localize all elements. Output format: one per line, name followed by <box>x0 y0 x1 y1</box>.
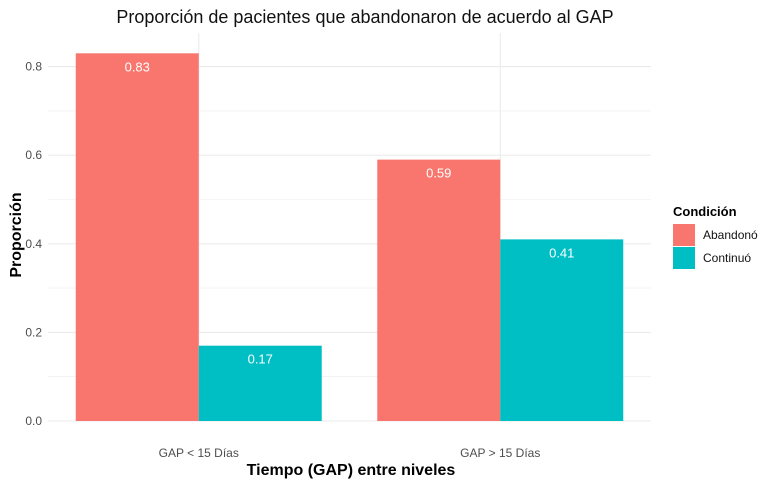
bar-value-label: 0.59 <box>426 166 451 181</box>
y-tick-label: 0.0 <box>25 414 42 428</box>
bar-value-label: 0.17 <box>248 352 273 367</box>
x-tick-label: GAP < 15 Días <box>159 446 239 460</box>
legend-label: Abandonó <box>703 228 758 242</box>
bar-continuo-1 <box>198 345 322 421</box>
legend: Condición Abandonó Continuó <box>673 204 758 269</box>
bar-labels: 0.83 0.59 0.17 0.41 <box>125 59 575 366</box>
y-tick-label: 0.4 <box>25 237 42 251</box>
bar-value-label: 0.41 <box>549 245 574 260</box>
bar-abandono-2 <box>377 159 501 421</box>
x-axis-ticks: GAP < 15 Días GAP > 15 Días <box>159 446 541 460</box>
bar-abandono-1 <box>75 53 199 422</box>
legend-title: Condición <box>673 204 737 219</box>
legend-key <box>673 224 695 246</box>
y-axis-title: Proporción <box>8 192 25 277</box>
bar-value-label: 0.83 <box>125 59 150 74</box>
y-axis-ticks: 0.0 0.2 0.4 0.6 0.8 <box>25 60 42 428</box>
chart-title: Proporción de pacientes que abandonaron … <box>116 7 613 27</box>
legend-label: Continuó <box>703 251 751 265</box>
legend-key <box>673 247 695 269</box>
y-tick-label: 0.2 <box>25 325 42 339</box>
x-axis-title: Tiempo (GAP) entre niveles <box>247 462 456 479</box>
bar-continuo-2 <box>500 239 624 421</box>
y-tick-label: 0.8 <box>25 60 42 74</box>
x-tick-label: GAP > 15 Días <box>460 446 540 460</box>
y-tick-label: 0.6 <box>25 148 42 162</box>
bars <box>75 53 624 422</box>
